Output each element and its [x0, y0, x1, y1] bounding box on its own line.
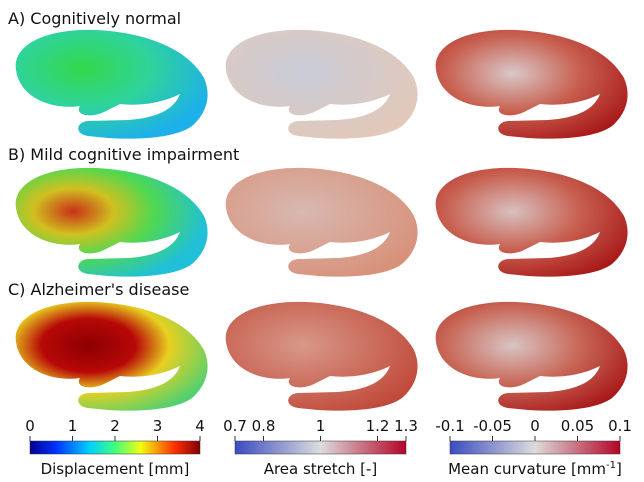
label-part: -1 — [606, 460, 616, 471]
tick-label: 0.05 — [561, 417, 594, 435]
tick-label: 2 — [110, 417, 120, 435]
tick-label: 3 — [153, 417, 163, 435]
render — [436, 168, 628, 277]
colorbar-bar — [30, 441, 200, 454]
tick-label: 1.2 — [366, 417, 390, 435]
tick-label: 0 — [25, 417, 35, 435]
colorbar-label: Area stretch [-] — [264, 460, 378, 478]
label-part: ] — [616, 460, 622, 478]
label-part: Mean curvature [mm — [448, 460, 606, 478]
colorbar-label: Mean curvature [mm-1] — [448, 460, 622, 478]
render — [226, 302, 418, 411]
row-label: B) Mild cognitive impairment — [8, 145, 239, 164]
tick-label: -0.1 — [435, 417, 464, 435]
row-a: A) Cognitively normal — [8, 9, 628, 139]
colorbar: -0.1 -0.05 0 0.05 0.1 Mean curvature [mm-1] — [435, 417, 632, 478]
render — [16, 168, 208, 277]
tick-label: 0 — [530, 417, 540, 435]
tick-label: 0.8 — [252, 417, 276, 435]
tick-label: 4 — [195, 417, 205, 435]
render — [226, 30, 418, 139]
colorbar-bar — [450, 441, 620, 454]
row-label: C) Alzheimer's disease — [8, 280, 189, 299]
label-part: Displacement [mm] — [41, 460, 190, 478]
render — [226, 168, 418, 277]
tick-label: -0.05 — [473, 417, 512, 435]
tick-label: 1 — [68, 417, 78, 435]
row-b: B) Mild cognitive impairment — [8, 145, 628, 277]
row-c: C) Alzheimer's disease — [8, 280, 628, 411]
render — [436, 302, 628, 411]
render — [16, 30, 208, 139]
colorbar-label: Displacement [mm] — [41, 460, 190, 478]
tick-label: 1 — [316, 417, 326, 435]
tick-label: 0.7 — [223, 417, 247, 435]
colorbar-bar — [235, 441, 406, 454]
tick-label: 1.3 — [394, 417, 418, 435]
figure: A) Cognitively normal B) Mild cognitive … — [0, 0, 644, 482]
colorbar: 0 1 2 3 4 Displacement [mm] — [25, 417, 205, 478]
render — [16, 302, 208, 411]
row-label: A) Cognitively normal — [8, 9, 181, 28]
render — [436, 30, 628, 139]
tick-label: 0.1 — [608, 417, 632, 435]
label-part: Area stretch [-] — [264, 460, 378, 478]
